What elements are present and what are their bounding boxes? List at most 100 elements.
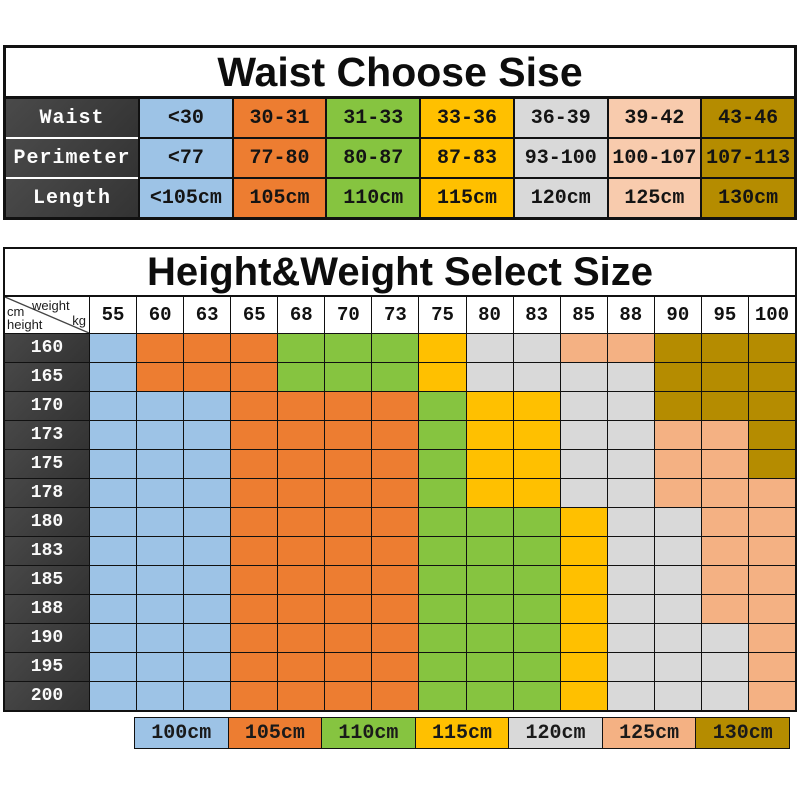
- weight-header-cell: 90: [654, 297, 701, 333]
- weight-header-cell: 60: [137, 297, 184, 333]
- legend-item: 110cm: [322, 718, 415, 748]
- size-cell: 36-39: [514, 99, 607, 137]
- size-grid-cell: [419, 566, 466, 594]
- size-grid-cell: [325, 450, 372, 478]
- size-grid-cell: [184, 450, 231, 478]
- size-grid-cell: [654, 537, 701, 565]
- size-grid-cell: [466, 624, 513, 652]
- corner-kg-label: kg: [72, 313, 86, 328]
- size-grid-cell: [231, 421, 278, 449]
- weight-header-cell: 75: [419, 297, 466, 333]
- size-grid-cell: [419, 334, 466, 362]
- size-grid-cell: [184, 653, 231, 681]
- size-grid-cell: [513, 595, 560, 623]
- size-grid-cell: [748, 624, 795, 652]
- size-grid-cell: [748, 595, 795, 623]
- size-grid-cell: [372, 508, 419, 536]
- size-grid-cell: [419, 624, 466, 652]
- size-grid-cell: [372, 566, 419, 594]
- size-grid-cell: [701, 334, 748, 362]
- size-grid-cell: [466, 537, 513, 565]
- height-label-cell: 200: [5, 682, 89, 710]
- size-grid-cell: [372, 334, 419, 362]
- size-grid-cell: [137, 334, 184, 362]
- size-grid-cell: [466, 363, 513, 391]
- size-grid-cell: [184, 392, 231, 420]
- size-grid-cell: [325, 363, 372, 391]
- weight-header-cell: 70: [325, 297, 372, 333]
- size-grid-cell: [419, 508, 466, 536]
- size-grid-cell: [654, 508, 701, 536]
- size-grid-cell: [607, 508, 654, 536]
- size-cell: 87-83: [421, 139, 513, 177]
- size-grid-cell: [90, 508, 137, 536]
- size-grid-cell: [607, 624, 654, 652]
- size-grid-cell: [90, 421, 137, 449]
- size-grid-cell: [372, 537, 419, 565]
- size-grid-cell: [701, 479, 748, 507]
- size-grid-cell: [419, 537, 466, 565]
- size-grid-cell: [654, 682, 701, 710]
- size-grid-cell: [654, 566, 701, 594]
- size-grid-cell: [278, 479, 325, 507]
- size-grid-cell: [748, 508, 795, 536]
- weight-header-cell: 88: [607, 297, 654, 333]
- size-cell: 33-36: [421, 99, 513, 137]
- size-grid-cell: [372, 624, 419, 652]
- weight-header-cell: 83: [513, 297, 560, 333]
- size-cell: <105cm: [140, 179, 232, 217]
- size-grid-cell: [372, 682, 419, 710]
- size-grid-cell: [419, 421, 466, 449]
- size-cell: 110cm: [327, 179, 420, 217]
- size-cell: <30: [140, 99, 232, 137]
- waist-table-title: Waist Choose Sise: [6, 48, 794, 99]
- size-grid-cell: [513, 334, 560, 362]
- row-separator: [6, 137, 138, 139]
- size-grid-cell: [278, 392, 325, 420]
- size-grid-cell: [231, 624, 278, 652]
- size-grid-cell: [607, 653, 654, 681]
- size-grid-cell: [607, 595, 654, 623]
- size-cell: 39-42: [608, 99, 701, 137]
- size-grid-cell: [137, 624, 184, 652]
- size-grid-cell: [513, 479, 560, 507]
- size-grid-cell: [748, 653, 795, 681]
- size-grid-cell: [513, 624, 560, 652]
- size-grid-cell: [701, 392, 748, 420]
- size-grid-cell: [372, 363, 419, 391]
- size-grid-cell: [278, 508, 325, 536]
- size-grid-cell: [607, 334, 654, 362]
- size-grid-cell: [231, 479, 278, 507]
- size-grid-cell: [231, 450, 278, 478]
- size-cell: <77: [140, 139, 232, 177]
- legend-item: 100cm: [135, 718, 228, 748]
- size-grid-cell: [654, 595, 701, 623]
- size-grid-cell: [231, 392, 278, 420]
- weight-header-cell: 55: [90, 297, 137, 333]
- size-grid-cell: [419, 653, 466, 681]
- size-grid-cell: [560, 624, 607, 652]
- size-grid-cell: [513, 363, 560, 391]
- size-grid-cell: [748, 392, 795, 420]
- size-grid-cell: [137, 421, 184, 449]
- size-grid-cell: [560, 363, 607, 391]
- weight-header-cell: 68: [278, 297, 325, 333]
- size-grid-cell: [701, 624, 748, 652]
- waist-size-table: Waist Choose Sise Waist <30 30-31 31-33 33-3…: [3, 45, 797, 220]
- weight-header-cell: 65: [231, 297, 278, 333]
- size-grid-cell: [325, 653, 372, 681]
- size-grid-cell: [419, 392, 466, 420]
- height-label-cell: 165: [5, 363, 89, 391]
- size-grid-cell: [466, 392, 513, 420]
- weight-header-cell: 85: [560, 297, 607, 333]
- size-cell: 31-33: [327, 99, 420, 137]
- size-grid-cell: [513, 682, 560, 710]
- size-grid-cell: [560, 450, 607, 478]
- size-grid-cell: [466, 595, 513, 623]
- size-grid-cell: [466, 508, 513, 536]
- height-label-cell: 183: [5, 537, 89, 565]
- size-grid-cell: [231, 653, 278, 681]
- size-grid-cell: [325, 624, 372, 652]
- size-grid-cell: [231, 595, 278, 623]
- size-grid-cell: [701, 537, 748, 565]
